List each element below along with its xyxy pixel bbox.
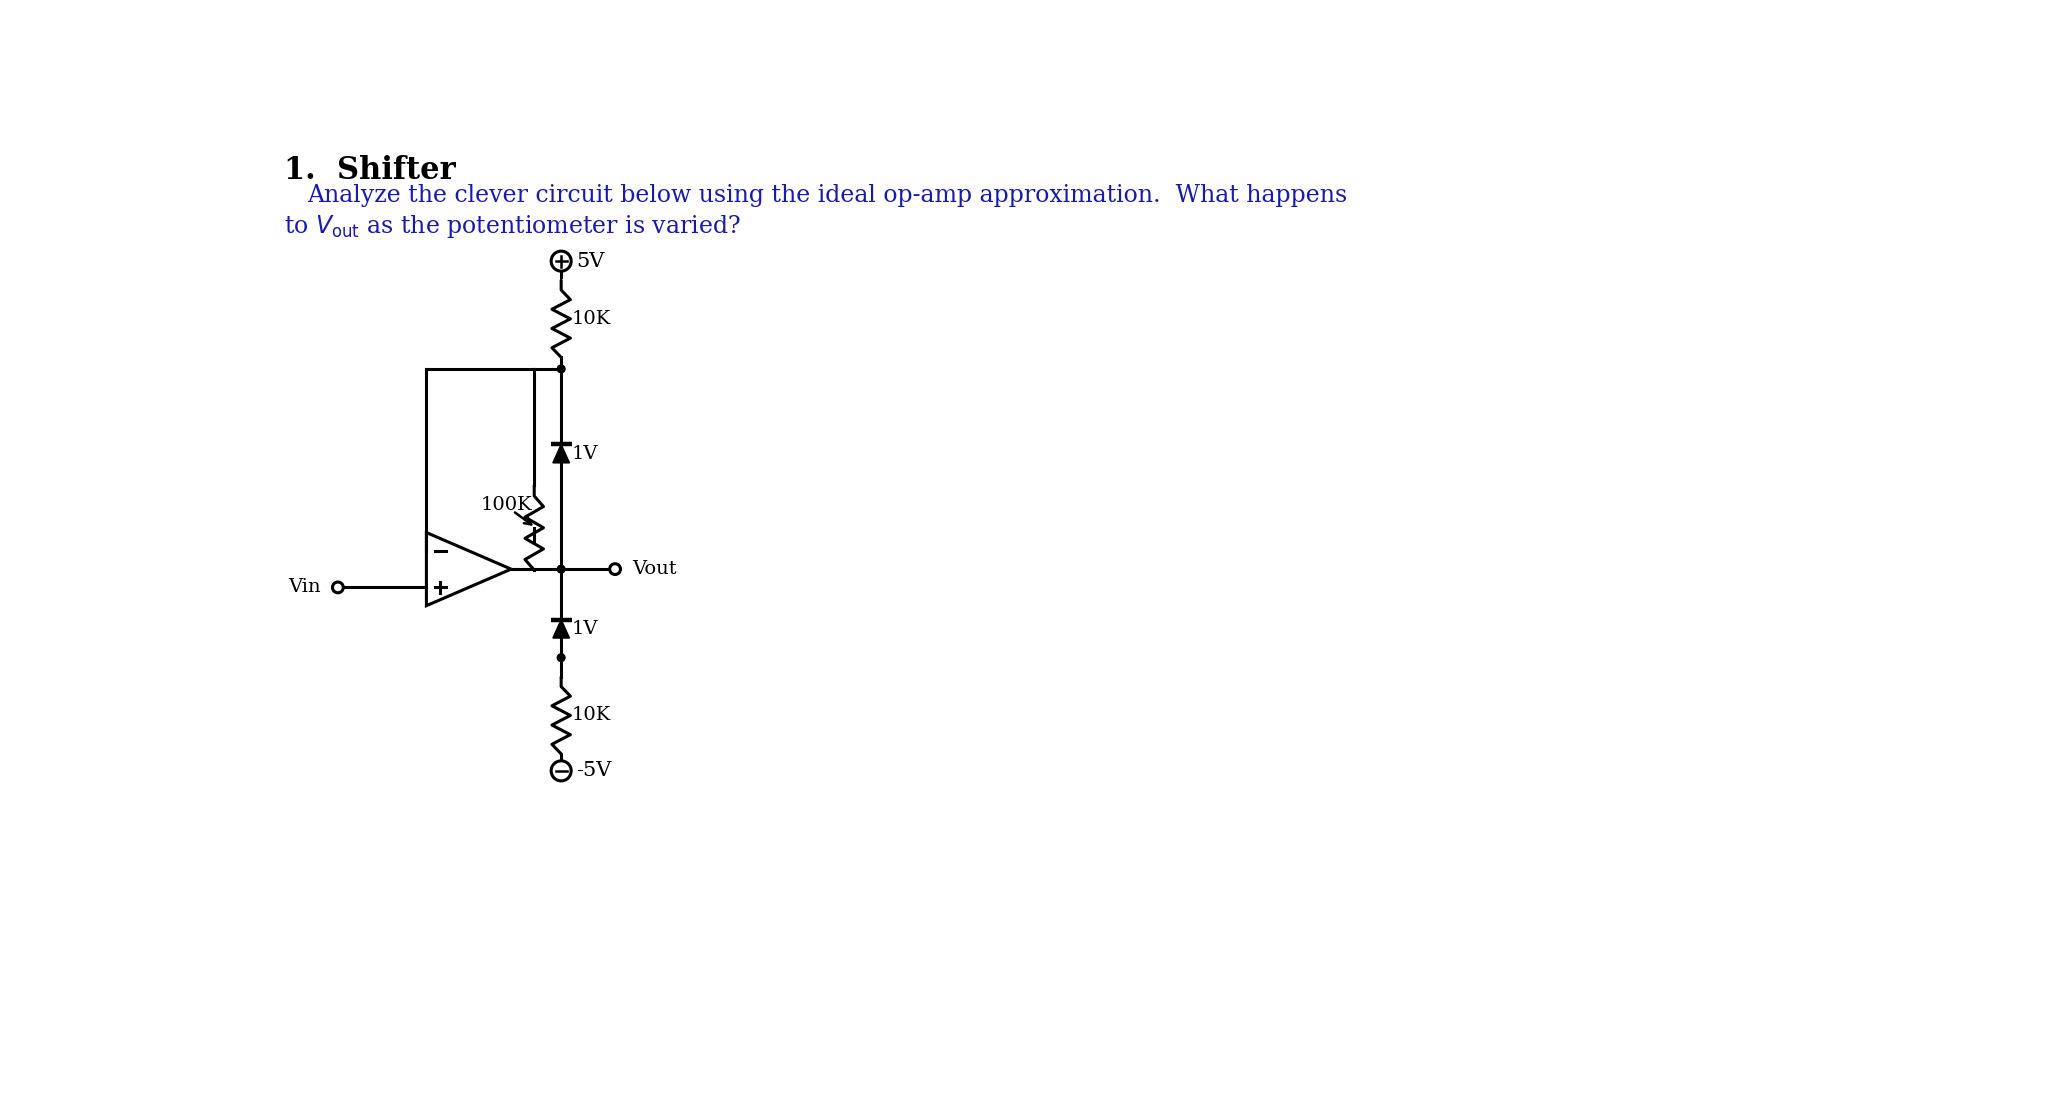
Text: -5V: -5V [577,761,612,781]
Text: 1V: 1V [573,619,597,638]
Circle shape [331,582,344,593]
Circle shape [557,565,565,573]
Text: Vout: Vout [632,560,677,579]
Circle shape [550,251,571,271]
Text: to $V_{\mathrm{out}}$ as the potentiometer is varied?: to $V_{\mathrm{out}}$ as the potentiomet… [284,213,741,239]
Text: Analyze the clever circuit below using the ideal op-amp approximation.  What hap: Analyze the clever circuit below using t… [307,184,1348,208]
Polygon shape [552,445,569,463]
Text: 100K: 100K [481,495,532,514]
Text: Vin: Vin [288,579,321,596]
Text: 10K: 10K [573,706,612,725]
Text: 1V: 1V [573,445,597,462]
Circle shape [610,563,620,574]
Circle shape [557,365,565,372]
Text: 5V: 5V [577,251,606,270]
Circle shape [550,761,571,781]
Circle shape [557,653,565,661]
Polygon shape [552,619,569,638]
Text: 1.  Shifter: 1. Shifter [284,155,456,186]
Text: 10K: 10K [573,310,612,328]
